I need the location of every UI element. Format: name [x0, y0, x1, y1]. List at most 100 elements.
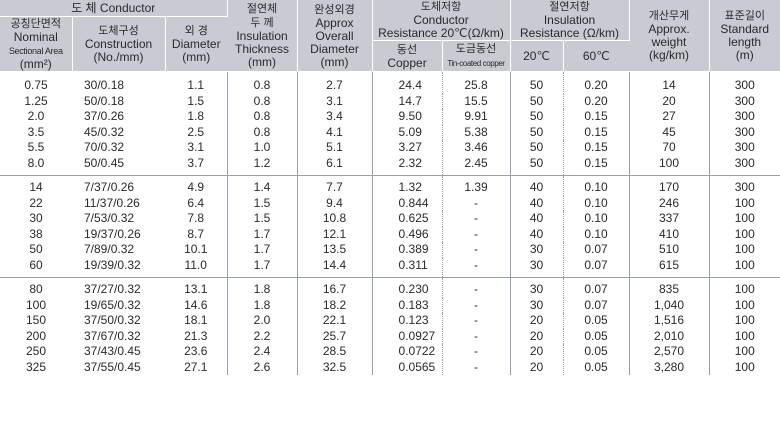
copper-resistance-cell: 1.32 [372, 175, 443, 196]
tin-copper-resistance-cell: - [442, 297, 511, 313]
overall-diameter-cell: 22.1 [297, 313, 373, 329]
overall-diameter-cell: 6.1 [297, 155, 373, 176]
insulation-thickness-cell: 1.8 [227, 297, 298, 313]
copper-resistance-cell: 0.0565 [372, 359, 443, 375]
weight-cell: 45 [629, 124, 710, 140]
weight-header: 개산무게 Approx. weight (kg/km) [629, 0, 710, 72]
overall-diameter-cell: 13.5 [297, 242, 373, 258]
construction-cell: 30/0.18 [84, 78, 125, 92]
tin-copper-resistance-cell: 3.46 [442, 140, 511, 156]
table-row: 325 37/55/0.45 27.1 2.6 32.5 0.0565-20 0.05 3,2… [0, 359, 780, 375]
insulation-thickness-cell: 1.8 [227, 277, 298, 298]
overall-diameter-cell: 4.1 [297, 124, 373, 140]
table-row: 80 37/27/0.32 13.1 1.8 16.7 0.230-30 0.07 835 10… [0, 277, 780, 298]
insulation-resistance-60c-cell: 0.05 [563, 313, 630, 329]
nominal-area-cell: 100 [25, 297, 47, 312]
nominal-area-cell: 3.5 [27, 124, 45, 139]
insulation-resistance-60c-cell: 0.15 [563, 109, 630, 125]
diameter-cell: 27.1 [165, 359, 228, 375]
insulation-thickness-header: 절연체 두 께 Insulation Thickness (mm) [227, 0, 298, 72]
tin-copper-resistance-cell: - [442, 313, 511, 329]
nominal-area-cell: 30 [29, 211, 43, 225]
insulation-resistance-60c-cell: 0.07 [563, 277, 630, 298]
construction-cell: 37/27/0.32 [72, 277, 165, 298]
insulation-resistance-20c-cell: 30 [510, 242, 564, 258]
standard-length-cell: 300 [734, 124, 755, 139]
insulation-resistance-60c-cell: 0.10 [563, 195, 630, 211]
overall-diameter-cell: 12.1 [297, 226, 373, 242]
diameter-cell: 11.0 [165, 257, 228, 278]
diameter-cell: 23.6 [165, 344, 228, 360]
diameter-cell: 4.9 [165, 175, 228, 196]
insulation-resistance-20c-cell: 20 [510, 359, 564, 375]
table-row: 250 37/43/0.45 23.6 2.4 28.5 0.0722-20 0.05 2,5… [0, 344, 780, 360]
diameter-cell: 7.8 [165, 211, 228, 227]
overall-diameter-cell: 16.7 [297, 277, 373, 298]
insulation-resistance-20c-cell: 50 [510, 93, 564, 109]
weight-cell: 170 [629, 175, 710, 196]
diameter-header: 외 경 Diameter (mm) [165, 16, 228, 72]
insulation-resistance-60c-cell: 0.05 [563, 328, 630, 344]
tin-coated-copper-header: 도금동선 Tin-coated copper [442, 40, 511, 72]
overall-diameter-cell: 7.7 [297, 175, 373, 196]
insulation-thickness-cell: 1.4 [227, 175, 298, 196]
nominal-area-cell: 14 [0, 175, 72, 196]
tin-copper-resistance-cell: - [442, 211, 511, 227]
spec-table-body: 0.75 30/0.18 1.1 0.8 2.7 24.4 25.8 50 0.20 14 300 1… [0, 71, 780, 375]
insulation-resistance-60c-cell: 0.05 [563, 359, 630, 375]
overall-diameter-cell: 2.7 [297, 71, 373, 94]
weight-cell: 2,570 [629, 344, 710, 360]
insulation-resistance-60c-cell: 0.07 [563, 297, 630, 313]
construction-cell: 70/0.32 [84, 140, 125, 154]
construction-header: 도체구성 Construction (No./mm) [72, 16, 166, 72]
overall-diameter-cell: 5.1 [297, 140, 373, 156]
diameter-cell: 6.4 [165, 195, 228, 211]
overall-diameter-cell: 3.4 [297, 109, 373, 125]
standard-length-cell: 100 [734, 211, 755, 225]
standard-length-cell: 300 [734, 155, 755, 170]
copper-resistance-cell: 0.183 [372, 297, 443, 313]
overall-diameter-header: 완성외경 Approx Overall Diameter (mm) [297, 0, 373, 72]
standard-length-cell: 100 [734, 226, 755, 241]
insulation-resistance-20c-cell: 20 [510, 344, 564, 360]
insulation-resistance-60c-cell: 0.20 [563, 71, 630, 94]
nominal-area-cell: 50 [29, 242, 43, 256]
insulation-resistance-20c-cell: 50 [510, 140, 564, 156]
diameter-cell: 1.1 [165, 71, 228, 94]
insulation-resistance-header: 절연저항 Insulation Resistance (Ω/km) [510, 0, 630, 41]
copper-resistance-cell: 0.311 [372, 257, 443, 278]
table-row: 1.25 50/0.18 1.5 0.8 3.1 14.7 15.5 50 0.20 20 300 [0, 93, 780, 109]
table-row: 100 19/65/0.32 14.6 1.8 18.2 0.183-30 0.07 1,04… [0, 297, 780, 313]
table-row: 0.75 30/0.18 1.1 0.8 2.7 24.4 25.8 50 0.20 14 300 [0, 71, 780, 94]
copper-resistance-cell: 0.389 [372, 242, 443, 258]
cable-spec-table: 도 체 Conductor 절연체 두 께 Insulation Thickne… [0, 0, 780, 375]
insulation-thickness-cell: 2.6 [227, 359, 298, 375]
weight-cell: 20 [629, 93, 710, 109]
table-row: 38 19/37/0.26 8.7 1.7 12.1 0.496-40 0.10 410 100 [0, 226, 780, 242]
tin-copper-resistance-cell: - [442, 242, 511, 258]
copper-resistance-cell: 5.09 [372, 124, 443, 140]
tin-copper-resistance-cell: 25.8 [442, 71, 511, 94]
insulation-resistance-60c-cell: 0.20 [563, 93, 630, 109]
standard-length-cell: 100 [734, 195, 755, 210]
standard-length-cell: 100 [734, 344, 755, 358]
insulation-resistance-60c-cell: 0.15 [563, 124, 630, 140]
standard-length-cell: 100 [734, 257, 755, 272]
weight-cell: 2,010 [629, 328, 710, 344]
copper-header: 동선 Copper [372, 40, 443, 72]
insulation-thickness-cell: 1.5 [227, 211, 298, 227]
nominal-area-cell: 5.5 [27, 140, 45, 154]
nominal-area-cell: 38 [29, 226, 43, 241]
copper-resistance-cell: 0.844 [372, 195, 443, 211]
construction-cell: 7/37/0.26 [72, 175, 165, 196]
insulation-resistance-20c-cell: 40 [510, 175, 564, 196]
overall-diameter-cell: 9.4 [297, 195, 373, 211]
overall-diameter-cell: 3.1 [297, 93, 373, 109]
copper-resistance-cell: 9.50 [372, 109, 443, 125]
standard-length-cell: 100 [734, 297, 755, 312]
diameter-cell: 1.8 [165, 109, 228, 125]
construction-cell: 7/53/0.32 [84, 211, 135, 225]
overall-diameter-cell: 14.4 [297, 257, 373, 278]
tin-copper-resistance-cell: 9.91 [442, 109, 511, 125]
nominal-area-cell: 325 [25, 359, 47, 374]
